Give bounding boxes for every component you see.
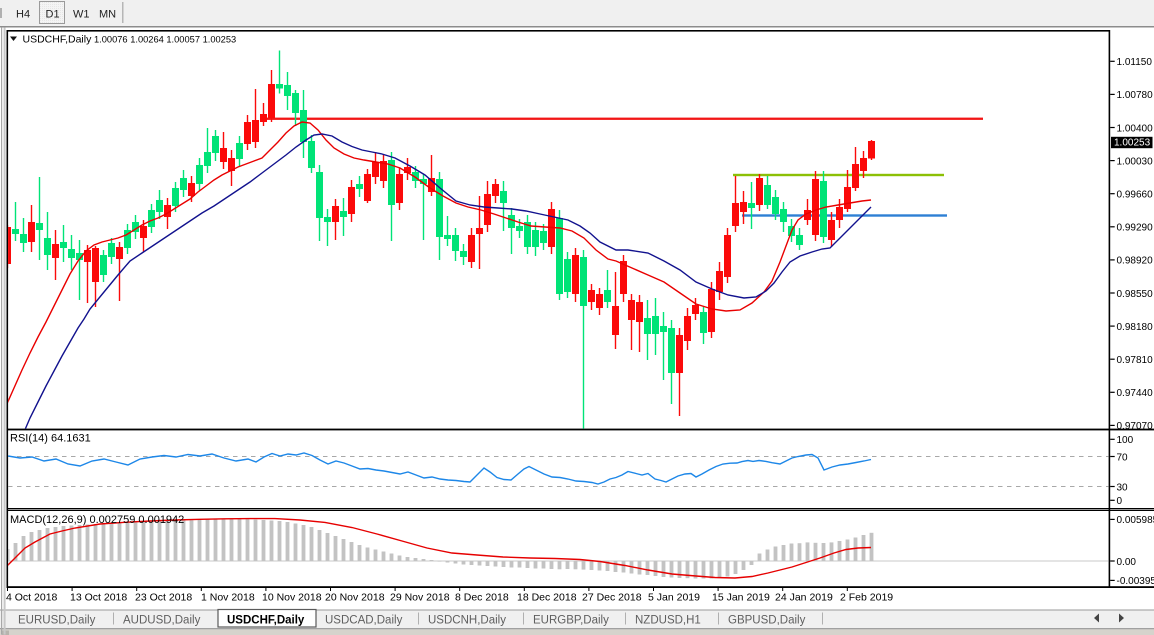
svg-text:W1: W1 <box>73 9 90 21</box>
svg-text:MN: MN <box>99 9 116 21</box>
svg-text:1.00780: 1.00780 <box>1117 90 1154 101</box>
svg-text:0.99290: 0.99290 <box>1117 223 1154 234</box>
svg-text:MACD(12,26,9) 0.002759 0.00194: MACD(12,26,9) 0.002759 0.001942 <box>10 514 184 526</box>
svg-text:1 Nov 2018: 1 Nov 2018 <box>201 591 255 603</box>
svg-text:AUDUSD,Daily: AUDUSD,Daily <box>123 615 201 627</box>
svg-text:100: 100 <box>1117 435 1134 446</box>
svg-text:USDCHF,Daily: USDCHF,Daily <box>23 33 93 45</box>
svg-text:15 Jan 2019: 15 Jan 2019 <box>712 591 770 603</box>
svg-text:24 Jan 2019: 24 Jan 2019 <box>775 591 833 603</box>
svg-text:1.01150: 1.01150 <box>1117 57 1153 68</box>
svg-text:0.97440: 0.97440 <box>1117 388 1154 399</box>
svg-text:30: 30 <box>1117 482 1129 493</box>
svg-text:20 Nov 2018: 20 Nov 2018 <box>325 591 385 603</box>
svg-text:0.005985: 0.005985 <box>1117 515 1154 526</box>
svg-text:8 Dec 2018: 8 Dec 2018 <box>455 591 509 603</box>
svg-text:27 Dec 2018: 27 Dec 2018 <box>582 591 642 603</box>
svg-text:D1: D1 <box>46 9 60 21</box>
svg-text:1.00030: 1.00030 <box>1117 156 1154 167</box>
svg-text:0.99660: 0.99660 <box>1117 190 1154 201</box>
svg-text:29 Nov 2018: 29 Nov 2018 <box>390 591 450 603</box>
svg-text:0.98550: 0.98550 <box>1117 289 1154 300</box>
svg-text:0.98180: 0.98180 <box>1117 322 1154 333</box>
svg-text:70: 70 <box>1117 452 1129 463</box>
svg-text:2 Feb 2019: 2 Feb 2019 <box>840 591 893 603</box>
svg-text:GBPUSD,Daily: GBPUSD,Daily <box>728 615 806 627</box>
svg-text:1.00253: 1.00253 <box>1114 138 1151 149</box>
svg-text:USDCNH,Daily: USDCNH,Daily <box>428 615 506 627</box>
svg-text:0.97810: 0.97810 <box>1117 355 1154 366</box>
svg-text:4 Oct 2018: 4 Oct 2018 <box>6 591 58 603</box>
svg-text:EURGBP,Daily: EURGBP,Daily <box>533 615 609 627</box>
svg-text:13 Oct 2018: 13 Oct 2018 <box>70 591 127 603</box>
svg-text:0: 0 <box>1117 496 1123 507</box>
svg-text:EURUSD,Daily: EURUSD,Daily <box>18 615 96 627</box>
svg-text:10 Nov 2018: 10 Nov 2018 <box>262 591 322 603</box>
svg-text:USDCHF,Daily: USDCHF,Daily <box>227 615 305 627</box>
svg-text:1.00400: 1.00400 <box>1117 123 1154 134</box>
svg-text:5 Jan 2019: 5 Jan 2019 <box>648 591 700 603</box>
svg-text:1.00076 1.00264 1.00057 1.0025: 1.00076 1.00264 1.00057 1.00253 <box>94 34 236 44</box>
svg-text:0.00: 0.00 <box>1117 557 1137 568</box>
svg-text:0.97070: 0.97070 <box>1117 421 1154 432</box>
svg-text:18 Dec 2018: 18 Dec 2018 <box>517 591 577 603</box>
svg-text:H4: H4 <box>16 9 30 21</box>
svg-text:0.98920: 0.98920 <box>1117 256 1154 267</box>
svg-text:RSI(14) 64.1631: RSI(14) 64.1631 <box>10 433 91 445</box>
svg-text:23 Oct 2018: 23 Oct 2018 <box>135 591 192 603</box>
svg-text:NZDUSD,H1: NZDUSD,H1 <box>635 615 701 627</box>
svg-text:USDCAD,Daily: USDCAD,Daily <box>325 615 403 627</box>
